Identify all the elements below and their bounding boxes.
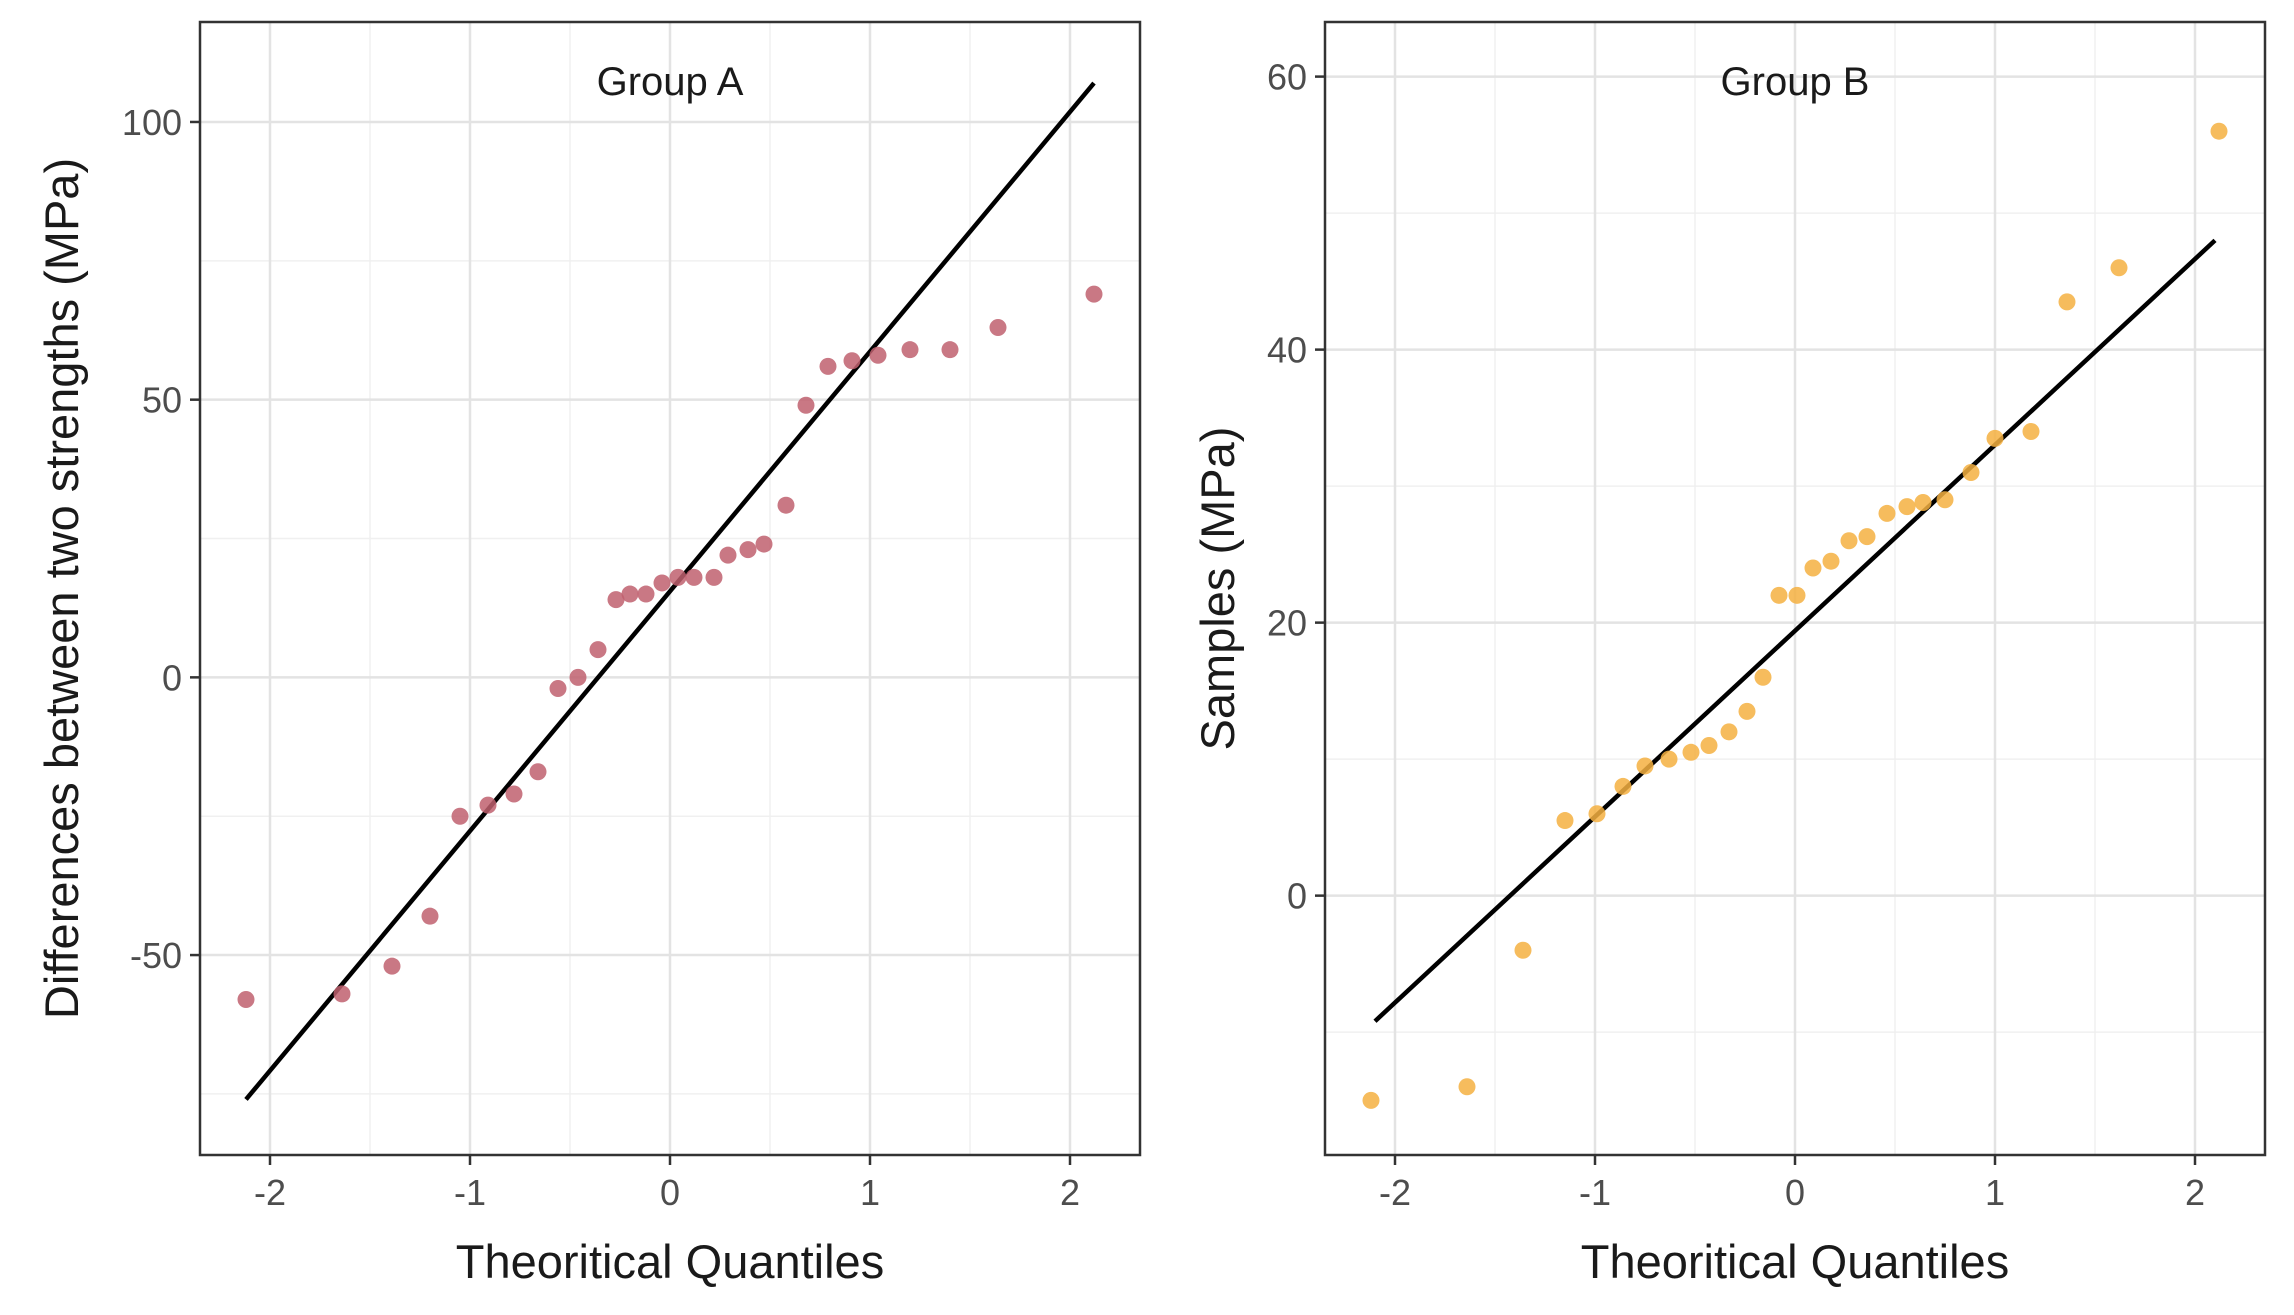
data-point (706, 569, 723, 586)
data-point (820, 358, 837, 375)
data-point (1755, 669, 1772, 686)
y-axis-title-group-b: Samples (MPa) (1191, 427, 1244, 751)
data-point (1937, 491, 1954, 508)
panel-group-b: -2 -1 0 1 2 0 20 40 60 Group B Theoritical Quan… (1191, 22, 2265, 1288)
x-tick-label: 1 (1985, 1172, 2005, 1213)
data-point (2023, 423, 2040, 440)
data-point (990, 319, 1007, 336)
data-point (238, 991, 255, 1008)
data-point (1739, 703, 1756, 720)
data-point (1701, 737, 1718, 754)
data-point (1899, 498, 1916, 515)
data-point (530, 763, 547, 780)
y-tick-label: 40 (1267, 330, 1307, 371)
y-tick-label: 0 (1287, 876, 1307, 917)
data-point (384, 958, 401, 975)
data-point (480, 797, 497, 814)
data-point (654, 574, 671, 591)
data-point (1459, 1078, 1476, 1095)
panel-title-group-a: Group A (597, 60, 744, 104)
data-point (798, 397, 815, 414)
y-ticks-group-b: 0 20 40 60 (1267, 57, 1325, 917)
data-point (740, 541, 757, 558)
data-point (720, 547, 737, 564)
panel-group-a: -2 -1 0 1 2 -50 0 50 100 Group A Theoritical Qu… (35, 22, 1140, 1288)
x-tick-label: 1 (860, 1172, 880, 1213)
data-point (1615, 778, 1632, 795)
y-tick-label: 50 (142, 380, 182, 421)
data-point (844, 352, 861, 369)
data-point (452, 808, 469, 825)
data-point (1515, 942, 1532, 959)
y-tick-label: -50 (130, 935, 182, 976)
data-point (1721, 723, 1738, 740)
y-tick-label: 20 (1267, 603, 1307, 644)
data-point (1805, 560, 1822, 577)
data-point (942, 341, 959, 358)
data-point (686, 569, 703, 586)
x-tick-label: -1 (454, 1172, 486, 1213)
y-tick-label: 100 (122, 102, 182, 143)
data-point (778, 497, 795, 514)
data-point (506, 785, 523, 802)
data-point (1879, 505, 1896, 522)
data-point (670, 569, 687, 586)
x-axis-title-group-a: Theoritical Quantiles (456, 1235, 884, 1288)
data-point (1637, 757, 1654, 774)
data-point (1086, 286, 1103, 303)
x-tick-label: -2 (1379, 1172, 1411, 1213)
data-point (1589, 805, 1606, 822)
data-point (1963, 464, 1980, 481)
x-tick-label: -1 (1579, 1172, 1611, 1213)
data-point (1789, 587, 1806, 604)
data-point (1557, 812, 1574, 829)
x-tick-label: 2 (1060, 1172, 1080, 1213)
data-point (756, 536, 773, 553)
x-axis-title-group-b: Theoritical Quantiles (1581, 1235, 2009, 1288)
x-tick-label: 2 (2185, 1172, 2205, 1213)
data-point (1683, 744, 1700, 761)
y-tick-label: 60 (1267, 57, 1307, 98)
data-point (422, 908, 439, 925)
data-point (1859, 528, 1876, 545)
data-point (2211, 123, 2228, 140)
y-ticks-group-a: -50 0 50 100 (122, 102, 200, 976)
qq-plot-figure: -2-1012 -50050100 Group A Theoritical Qu… (0, 0, 2294, 1315)
x-ticks-group-b: -2 -1 0 1 2 (1379, 1155, 2205, 1213)
data-point (550, 680, 567, 697)
x-tick-label: 0 (660, 1172, 680, 1213)
data-point (1771, 587, 1788, 604)
data-point (1363, 1092, 1380, 1109)
y-tick-label: 0 (162, 657, 182, 698)
data-point (2111, 259, 2128, 276)
y-axis-title-group-a: Differences between two strengths (MPa) (35, 158, 88, 1019)
data-point (2059, 293, 2076, 310)
x-tick-label: 0 (1785, 1172, 1805, 1213)
data-point (570, 669, 587, 686)
data-point (590, 641, 607, 658)
x-ticks-group-a: -2 -1 0 1 2 (254, 1155, 1080, 1213)
data-point (622, 586, 639, 603)
data-point (902, 341, 919, 358)
x-tick-label: -2 (254, 1172, 286, 1213)
data-point (334, 985, 351, 1002)
panel-title-group-b: Group B (1721, 60, 1870, 104)
data-point (870, 347, 887, 364)
data-point (1987, 430, 2004, 447)
data-point (638, 586, 655, 603)
data-point (1661, 751, 1678, 768)
data-point (1823, 553, 1840, 570)
data-point (1915, 494, 1932, 511)
data-point (1841, 532, 1858, 549)
